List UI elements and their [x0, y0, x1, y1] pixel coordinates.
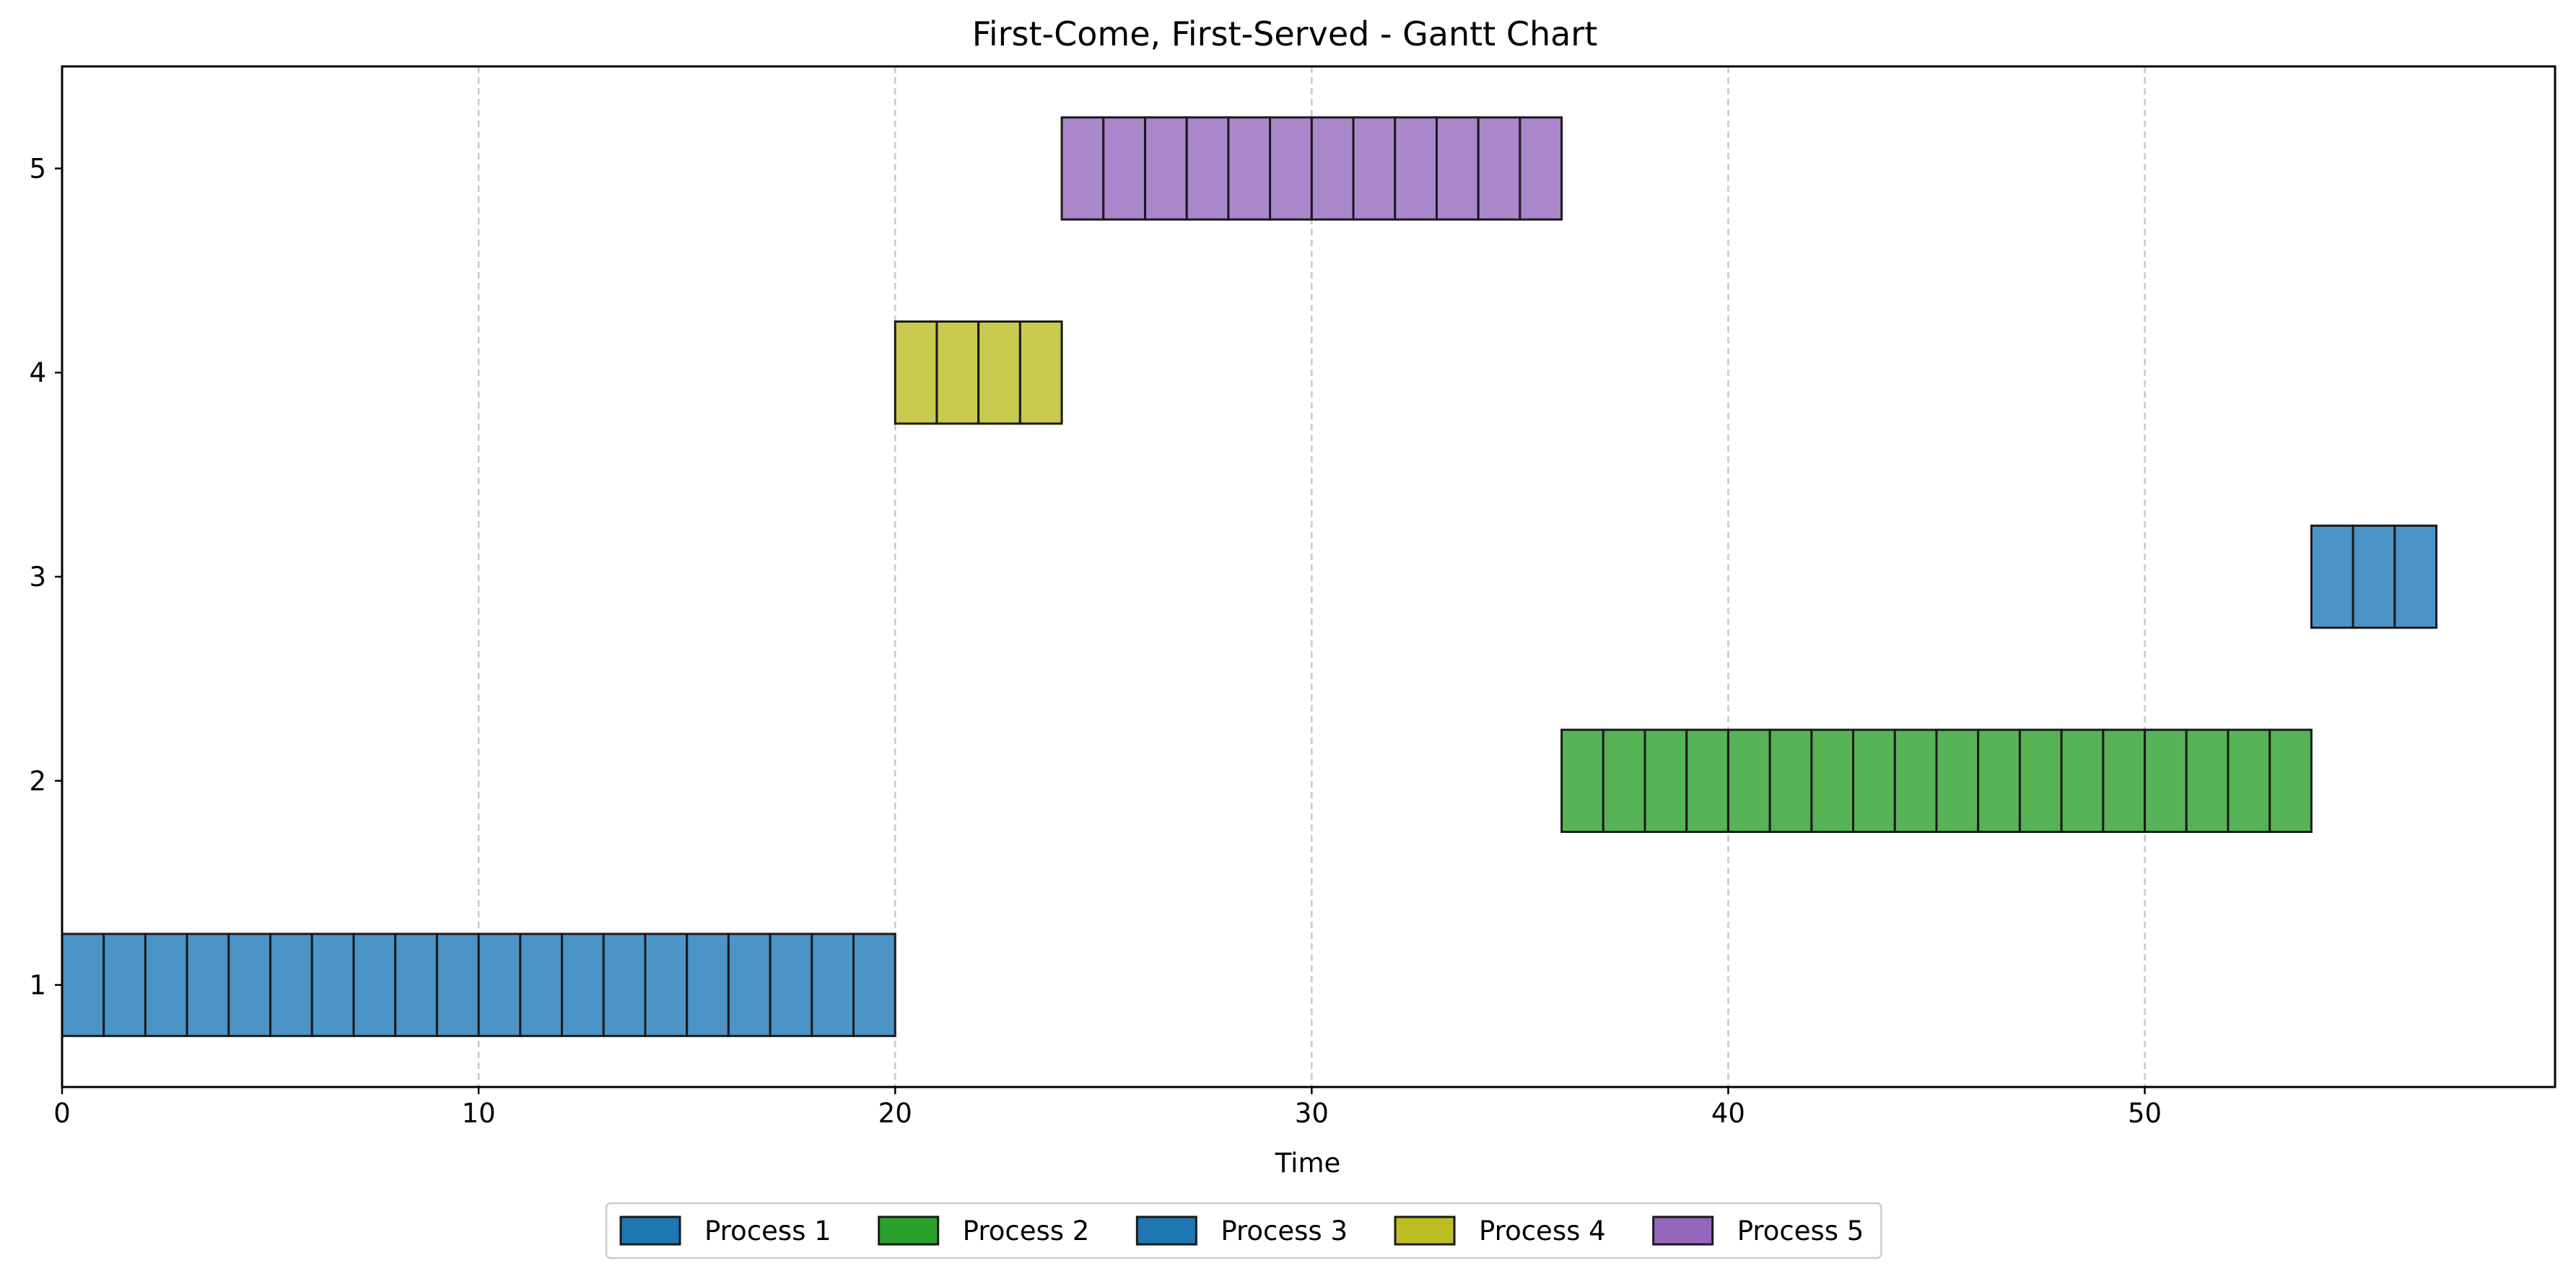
legend-label: Process 4 [1479, 1215, 1606, 1247]
legend-label: Process 2 [963, 1215, 1090, 1247]
time-slice [1810, 728, 1855, 833]
time-slice [935, 320, 980, 425]
legend-item: Process 3 [1135, 1215, 1348, 1247]
time-slice [1269, 116, 1313, 221]
time-slice [435, 933, 480, 1037]
time-slice [1768, 728, 1813, 833]
time-slice [2227, 728, 2271, 833]
time-slice [1977, 728, 2021, 833]
legend-swatch [878, 1215, 940, 1246]
time-slice [644, 933, 689, 1037]
time-slice [811, 933, 855, 1037]
legend-label: Process 3 [1221, 1215, 1348, 1247]
time-slice [2060, 728, 2105, 833]
x-tick-label: 10 [462, 1098, 496, 1129]
time-slice [1185, 116, 1230, 221]
legend-item: Process 1 [619, 1215, 831, 1247]
y-tick-label: 3 [29, 562, 46, 593]
time-slice [1893, 728, 1938, 833]
time-slice [477, 933, 522, 1037]
time-slice [1685, 728, 1729, 833]
legend-swatch [1135, 1215, 1197, 1246]
time-slice [1726, 728, 1771, 833]
time-slice [2102, 728, 2147, 833]
time-slice [1394, 116, 1438, 221]
time-slice [227, 933, 272, 1037]
legend-items: Process 1 Process 2 Process 3 Process 4 Proc… [619, 1215, 1864, 1247]
x-tick-label: 30 [1295, 1098, 1329, 1129]
time-slice [1560, 728, 1604, 833]
time-slice [1352, 116, 1397, 221]
legend-item: Process 5 [1652, 1215, 1864, 1247]
time-slice [2393, 524, 2438, 629]
time-slice [602, 933, 647, 1037]
time-slice [2018, 728, 2063, 833]
bars [61, 116, 2438, 1037]
x-tick-label: 40 [1711, 1098, 1745, 1129]
legend-label: Process 1 [704, 1215, 831, 1247]
time-slice [977, 320, 1021, 425]
time-slice [852, 933, 896, 1037]
time-slice [310, 933, 355, 1037]
time-slice [185, 933, 230, 1037]
y-tick-label: 5 [29, 153, 46, 184]
bar-process-1 [61, 933, 896, 1037]
time-slice [686, 933, 730, 1037]
time-slice [1102, 116, 1146, 221]
time-slice [769, 933, 813, 1037]
time-slice [1018, 320, 1063, 425]
x-tick-label: 20 [878, 1098, 912, 1129]
axis-ticks: 0 10 20 30 40 50 1 2 3 4 5 [29, 153, 2162, 1129]
x-tick-label: 50 [2128, 1098, 2162, 1129]
legend-swatch [619, 1215, 681, 1246]
time-slice [2269, 728, 2313, 833]
chart-title: First-Come, First-Served - Gantt Chart [972, 14, 1598, 53]
y-tick-label: 1 [29, 970, 46, 1001]
time-slice [61, 933, 105, 1037]
time-slice [102, 933, 147, 1037]
legend-swatch [1652, 1215, 1714, 1246]
time-slice [1643, 728, 1688, 833]
time-slice [1602, 728, 1646, 833]
grid-lines [477, 66, 2146, 1087]
legend-item: Process 4 [1394, 1215, 1606, 1247]
time-slice [2352, 524, 2396, 629]
legend-swatch [1394, 1215, 1456, 1246]
time-slice [2144, 728, 2188, 833]
x-tick-label: 0 [53, 1098, 71, 1129]
legend: Process 1 Process 2 Process 3 Process 4 Proc… [605, 1202, 1882, 1260]
bar-process-5 [1060, 116, 1563, 221]
time-slice [1519, 116, 1563, 221]
time-slice [519, 933, 564, 1037]
time-slice [1310, 116, 1355, 221]
time-slice [1435, 116, 1480, 221]
x-axis-label: Time [1275, 1148, 1341, 1179]
time-slice [1477, 116, 1521, 221]
bar-process-2 [1560, 728, 2313, 833]
time-slice [1935, 728, 1980, 833]
time-slice [2310, 524, 2354, 629]
time-slice [2185, 728, 2230, 833]
time-slice [727, 933, 772, 1037]
time-slice [1060, 116, 1105, 221]
legend-label: Process 5 [1737, 1215, 1864, 1247]
bar-process-3 [2310, 524, 2438, 629]
time-slice [269, 933, 313, 1037]
legend-item: Process 2 [878, 1215, 1090, 1247]
time-slice [894, 320, 938, 425]
time-slice [1227, 116, 1272, 221]
bar-process-4 [894, 320, 1063, 425]
time-slice [394, 933, 438, 1037]
y-tick-label: 4 [29, 357, 46, 388]
time-slice [144, 933, 188, 1037]
y-tick-label: 2 [29, 766, 46, 797]
time-slice [1143, 116, 1188, 221]
time-slice [1852, 728, 1896, 833]
time-slice [352, 933, 397, 1037]
time-slice [561, 933, 605, 1037]
